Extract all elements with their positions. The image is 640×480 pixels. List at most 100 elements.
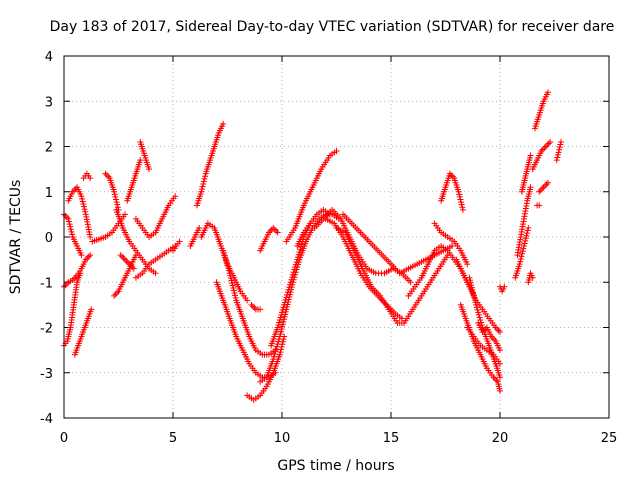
data-point bbox=[78, 193, 85, 200]
data-point bbox=[111, 292, 118, 299]
data-point bbox=[117, 252, 124, 259]
data-point bbox=[112, 291, 119, 298]
series-track-13 bbox=[124, 157, 144, 204]
data-point bbox=[295, 259, 302, 266]
data-point bbox=[103, 172, 110, 179]
data-point bbox=[87, 234, 94, 240]
series-track-48 bbox=[529, 138, 554, 173]
x-tick-label: 15 bbox=[383, 431, 400, 446]
series-track-5 bbox=[65, 184, 94, 240]
series-track-37 bbox=[438, 170, 466, 213]
data-point bbox=[521, 240, 528, 247]
data-point bbox=[88, 306, 95, 313]
data-point bbox=[223, 257, 230, 264]
data-point bbox=[297, 244, 304, 251]
data-point bbox=[224, 262, 231, 269]
x-tick-label: 25 bbox=[601, 431, 618, 446]
data-point bbox=[464, 261, 471, 268]
series-track-42 bbox=[475, 319, 503, 354]
y-tick-label: 1 bbox=[45, 186, 53, 201]
data-point bbox=[274, 341, 281, 348]
series-track-6 bbox=[80, 170, 94, 182]
y-tick-label: -2 bbox=[40, 322, 53, 337]
data-point bbox=[276, 351, 283, 358]
data-point bbox=[111, 191, 118, 198]
data-point bbox=[122, 256, 129, 263]
data-point bbox=[547, 138, 554, 145]
axis-ticks: 0 5 10 15 20 25 -4 -3 -2 -1 0 1 2 3 4 bbox=[40, 50, 617, 446]
series-track-33 bbox=[401, 252, 451, 326]
data-point bbox=[63, 280, 70, 287]
series-track-45 bbox=[514, 184, 534, 259]
data-point bbox=[474, 306, 481, 313]
data-point bbox=[544, 179, 551, 186]
data-point bbox=[297, 246, 304, 253]
data-point bbox=[497, 374, 503, 381]
y-tick-label: 0 bbox=[45, 231, 53, 246]
series-track-15 bbox=[132, 193, 179, 240]
data-point bbox=[554, 151, 561, 158]
grid bbox=[64, 56, 609, 418]
data-point bbox=[520, 245, 527, 252]
x-axis-label: GPS time / hours bbox=[277, 458, 394, 474]
data-point bbox=[518, 253, 525, 260]
data-point bbox=[543, 181, 550, 188]
series-track-9 bbox=[111, 252, 139, 299]
data-point bbox=[244, 297, 251, 304]
data-point bbox=[198, 188, 205, 195]
data-point bbox=[196, 224, 203, 231]
data-point bbox=[491, 375, 498, 382]
data-point bbox=[271, 353, 278, 360]
series-track-50 bbox=[536, 179, 551, 195]
data-point bbox=[249, 303, 256, 310]
series-track-52 bbox=[534, 202, 543, 209]
data-point bbox=[225, 267, 232, 274]
data-point bbox=[553, 157, 560, 164]
data-point bbox=[544, 141, 551, 148]
data-point bbox=[220, 250, 227, 257]
series-track-43 bbox=[497, 283, 508, 295]
data-point bbox=[78, 252, 85, 259]
data-point bbox=[271, 351, 278, 358]
data-point bbox=[529, 274, 536, 281]
data-point bbox=[497, 387, 503, 394]
series-track-12 bbox=[117, 252, 137, 272]
data-point bbox=[222, 255, 229, 262]
data-point bbox=[68, 228, 75, 235]
data-point bbox=[456, 191, 463, 198]
data-point bbox=[69, 231, 76, 238]
data-point bbox=[555, 149, 562, 156]
data-point bbox=[541, 145, 548, 152]
data-point bbox=[449, 243, 456, 250]
data-point bbox=[477, 316, 484, 323]
series-track-44 bbox=[512, 224, 532, 281]
data-point bbox=[220, 247, 227, 254]
series-track-3 bbox=[71, 306, 95, 358]
series-track-18 bbox=[187, 224, 203, 250]
data-point bbox=[517, 255, 524, 262]
data-point bbox=[202, 173, 209, 180]
chart-title: Day 183 of 2017, Sidereal Day-to-day VTE… bbox=[50, 19, 615, 35]
data-point bbox=[277, 314, 284, 321]
data-point bbox=[501, 283, 508, 290]
data-point bbox=[223, 260, 230, 267]
data-point bbox=[120, 255, 127, 262]
data-point bbox=[294, 264, 301, 271]
data-point bbox=[80, 203, 87, 210]
data-point bbox=[458, 199, 465, 206]
data-point bbox=[146, 166, 153, 173]
data-point bbox=[71, 275, 78, 282]
data-point bbox=[77, 270, 84, 277]
data-point bbox=[524, 230, 531, 237]
data-point bbox=[81, 206, 88, 213]
data-point bbox=[201, 175, 208, 182]
data-point bbox=[80, 201, 87, 208]
data-point bbox=[294, 261, 301, 268]
data-point bbox=[274, 324, 281, 331]
data-point bbox=[122, 211, 129, 218]
data-point bbox=[520, 243, 527, 250]
series-track-23 bbox=[248, 301, 264, 313]
data-point bbox=[292, 271, 299, 278]
series-track-51 bbox=[553, 138, 565, 164]
